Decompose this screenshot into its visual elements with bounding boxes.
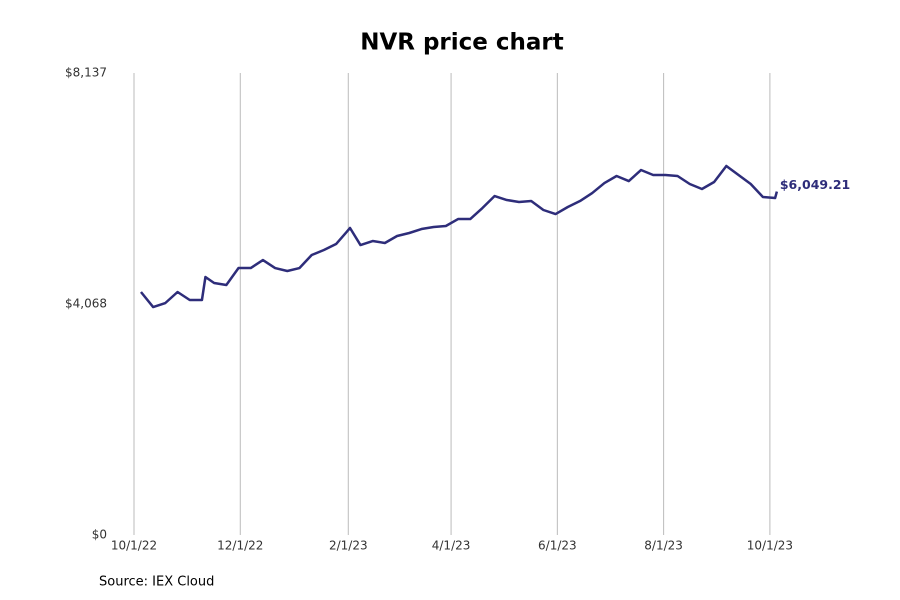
value-label: $6,049.21 (780, 177, 850, 192)
y-tick-label: $4,068 (65, 297, 107, 311)
price-line (139, 164, 779, 309)
y-tick-label: $0 (92, 528, 107, 542)
x-tick-label: 10/1/22 (111, 539, 157, 553)
x-tick-label: 12/1/22 (217, 539, 263, 553)
x-tick-label: 6/1/23 (538, 539, 577, 553)
x-tick-label: 2/1/23 (329, 539, 368, 553)
source-note: Source: IEX Cloud (99, 575, 214, 590)
x-tick-label: 8/1/23 (644, 539, 683, 553)
x-tick-label: 10/1/23 (747, 539, 793, 553)
y-tick-label: $8,137 (65, 66, 107, 80)
chart-title: NVR price chart (360, 30, 564, 56)
x-tick-label: 4/1/23 (432, 539, 471, 553)
